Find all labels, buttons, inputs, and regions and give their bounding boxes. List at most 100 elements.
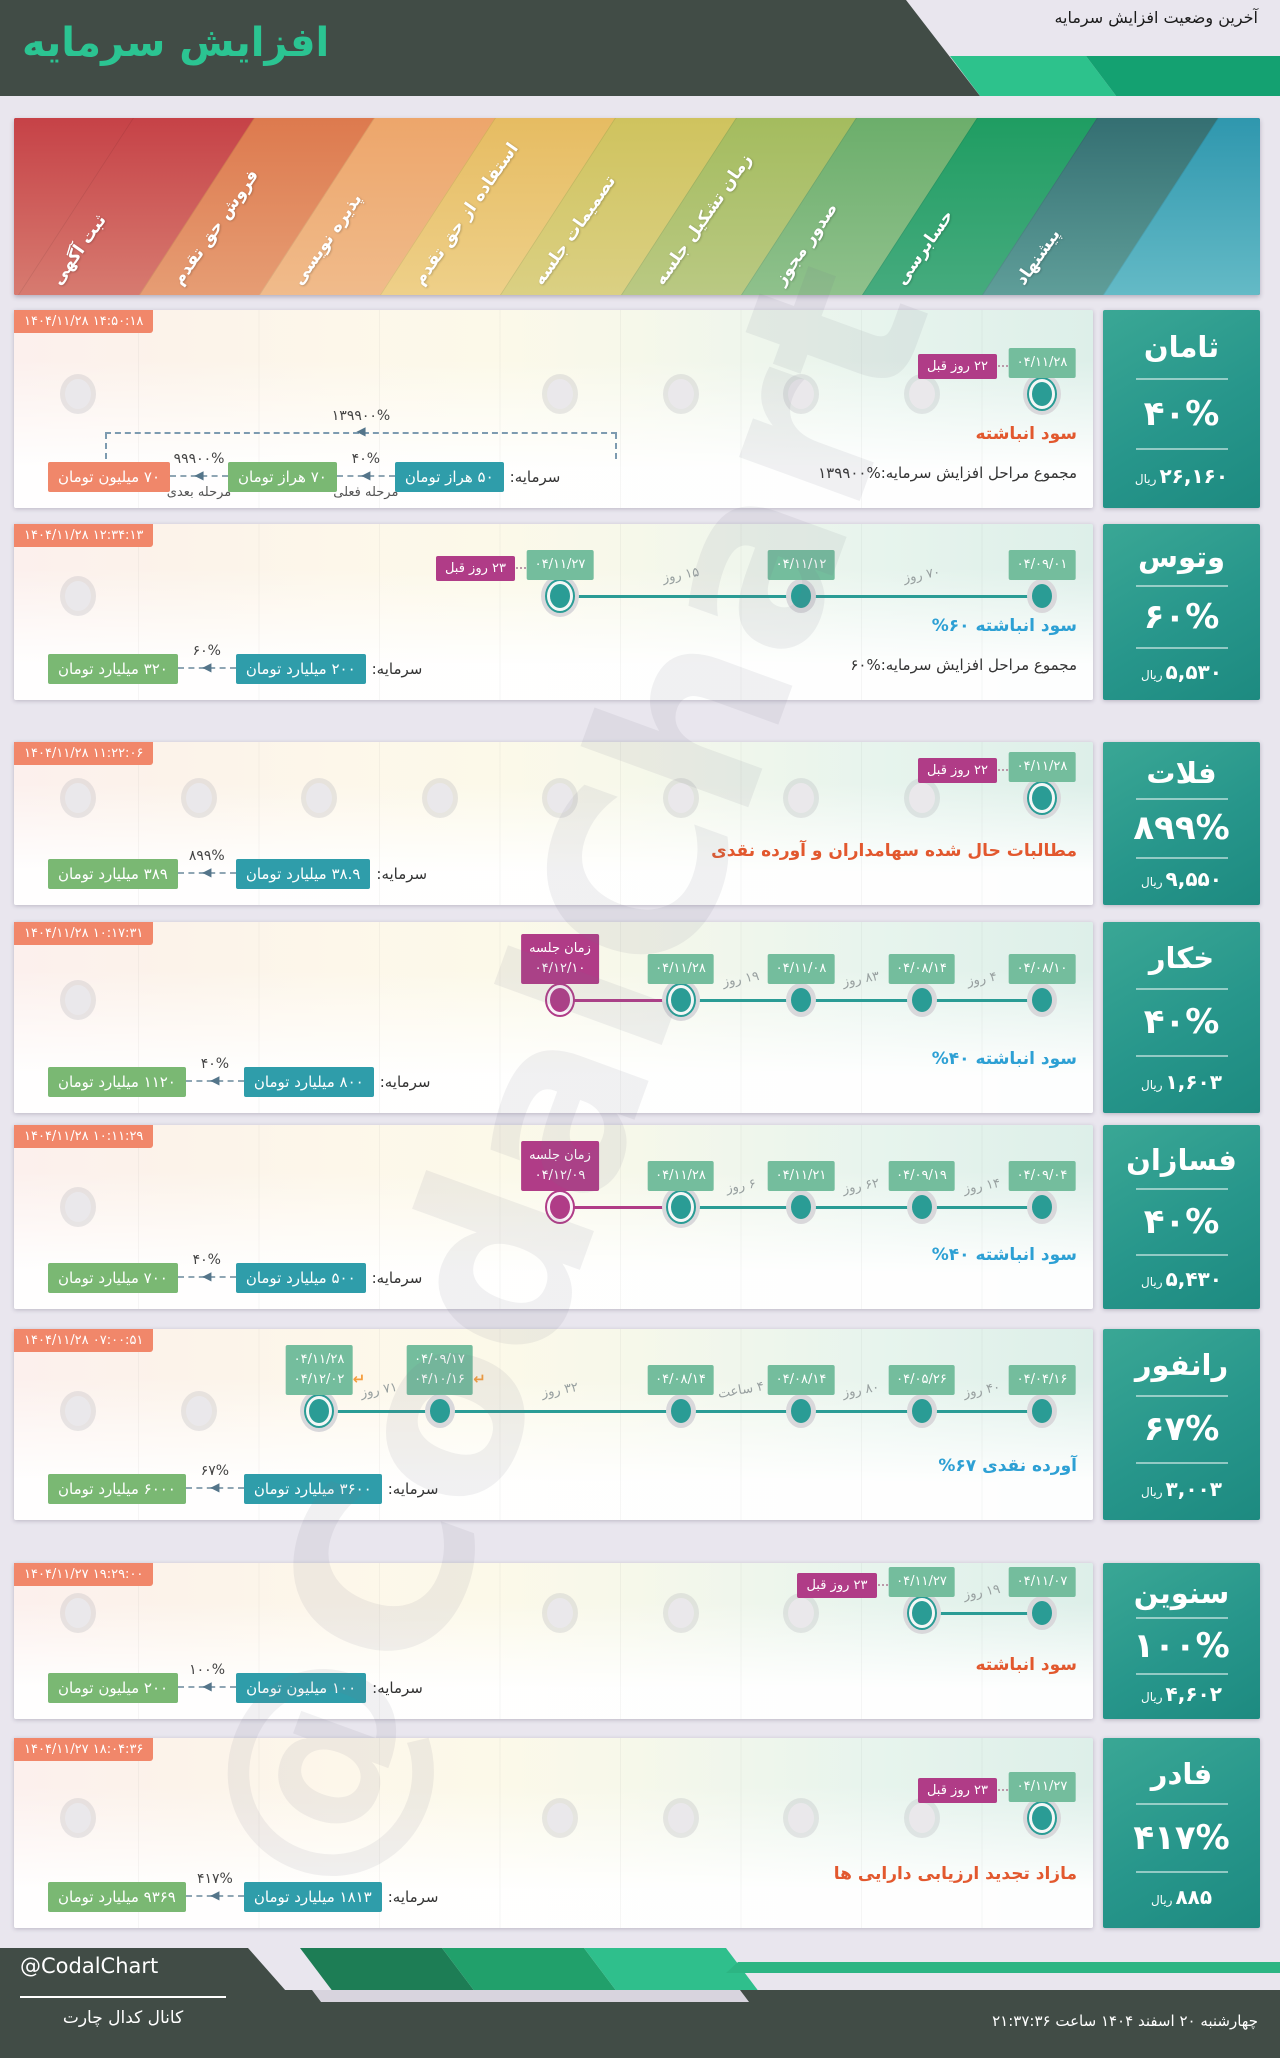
date-badge: ۰۴/۰۸/۱۰ [1008, 953, 1076, 984]
capital-start-badge: ۱۰۰ میلیون تومان [236, 1673, 367, 1703]
date-badge: ۰۴/۱۱/۲۸ [647, 953, 714, 984]
timeline-ghost-dot [65, 1598, 91, 1628]
timeline-card: ۱۴۰۴/۱۱/۲۸ ۱۲:۳۴:۱۳ %۶۰ سود انباشته مجمو… [14, 524, 1093, 700]
capital-step-badge: ۲۰۰ میلیون تومان [48, 1673, 179, 1703]
date-badge: ۰۴/۱۱/۰۷ [1008, 1566, 1076, 1597]
status-text: %۶۷ آورده نقدی [938, 1456, 1077, 1476]
route-drop-left [105, 433, 107, 459]
days-gap-label: ۴ ساعت [716, 1379, 765, 1402]
days-ago-badge: ۲۲ روز قبل [917, 354, 997, 379]
panel-divider [1135, 584, 1228, 587]
price-unit: ریال [1134, 472, 1157, 486]
timeline-ghost-dot [908, 783, 935, 813]
panel-divider [1135, 1870, 1228, 1873]
timeline-dot [670, 1399, 691, 1423]
timeline-line [680, 999, 1042, 1002]
timeline-dot [550, 584, 570, 608]
timeline-ghost-dot [65, 1396, 91, 1426]
date-badge: ۰۴/۰۹/۰۴ [1008, 1160, 1076, 1191]
header-green-shape-dark [1086, 56, 1280, 96]
tag-connector [998, 1789, 1008, 1791]
capital-start-badge: ۳۸.۹ میلیارد تومان [235, 859, 371, 889]
timeline-dot [791, 988, 811, 1012]
timeline-dot [911, 1601, 932, 1625]
chain-arrow: ۶۰% ◀ [177, 643, 236, 674]
company-panel: رانفور ۶۷% ۳,۰۰۳ ریال [1103, 1329, 1260, 1520]
stage-caption: مرحله فعلی [333, 485, 399, 500]
timeline-ghost-dot [908, 379, 935, 409]
status-text: %۴۰ سود انباشته [931, 1245, 1077, 1265]
date-badge: ۰۴/۱۱/۲۸ [1008, 751, 1076, 782]
company-price: ۱,۶۰۳ [1165, 1070, 1222, 1095]
price-unit: ریال [1141, 1078, 1163, 1093]
arrow-left-icon: ◀ [202, 1269, 212, 1283]
capital-chain: سرمایه: ۵۰ هراز تومان ۴۰% ◀ مرحله فعلی ۷۰ هر… [48, 451, 560, 500]
timeline-card: ۱۴۰۴/۱۱/۲۸ ۱۰:۱۷:۳۱ %۴۰ سود انباشته سرما… [14, 922, 1093, 1113]
footer-green-bar [726, 1962, 1280, 1973]
capital-step-badge: ۷۰ میلیون تومان [48, 462, 171, 492]
days-gap-label: ۷۱ روز [359, 1379, 399, 1402]
date-range-arrow-icon: ↵ [473, 1369, 486, 1388]
tag-connector [516, 567, 526, 569]
timeline-ghost-dot [65, 1803, 91, 1833]
days-gap-label: ۱۹ روز [721, 968, 761, 991]
header-subtitle: آخرین وضعیت افزایش سرمایه [1054, 8, 1258, 27]
timeline-ghost-dot [667, 1803, 694, 1833]
status-text: سود انباشته [975, 424, 1077, 444]
total-increase-text: مجموع مراحل افزایش سرمایه:%۶۰ [850, 656, 1077, 674]
tag-connector [877, 1584, 888, 1586]
chain-percent: ۹۹۹۰۰% [173, 451, 225, 467]
date-badge: ۰۴/۱۱/۰۸ [767, 953, 835, 984]
company-row: ۱۴۰۴/۱۱/۲۸ ۱۰:۱۷:۳۱ %۴۰ سود انباشته سرما… [14, 922, 1260, 1113]
arrow-left-icon: ◀ [202, 1679, 212, 1693]
company-row: ۱۴۰۴/۱۱/۲۷ ۱۹:۲۹:۰۰ سود انباشته سرمایه: ۱… [14, 1563, 1260, 1719]
chain-percent: ۴۰% [192, 1252, 221, 1268]
timeline-dot [670, 988, 691, 1012]
company-name: فسازان [1126, 1142, 1237, 1177]
date-badge: ۰۴/۰۹/۰۱ [1008, 549, 1076, 580]
route-drop-right [615, 433, 617, 459]
total-increase-text: مجموع مراحل افزایش سرمایه:%۱۳۹۹۰۰ [818, 464, 1077, 482]
capital-start-badge: ۵۰ هراز تومان [394, 462, 504, 492]
panel-divider [1135, 1673, 1228, 1675]
timeline-ghost-dot [65, 1192, 91, 1222]
timeline-card: ۱۴۰۴/۱۱/۲۸ ۱۱:۲۲:۰۶ مطالبات حال شده سهام… [14, 742, 1093, 905]
company-price-row: ۱,۶۰۳ ریال [1141, 1070, 1222, 1094]
days-gap-label: ۸۳ روز [841, 968, 881, 991]
capital-start-badge: ۱۸۱۳ میلیارد تومان [243, 1882, 382, 1912]
capital-start-badge: ۲۰۰ میلیارد تومان [235, 654, 366, 684]
capital-label: سرمایه: [376, 865, 428, 883]
panel-divider [1135, 1253, 1228, 1256]
timestamp-badge: ۱۴۰۴/۱۱/۲۸ ۱۱:۲۲:۰۶ [14, 742, 154, 765]
panel-divider [1135, 1394, 1228, 1397]
company-row: ۱۴۰۴/۱۱/۲۷ ۱۸:۰۴:۳۶ مازاد تجدید ارزیابی … [14, 1738, 1260, 1928]
timestamp-badge: ۱۴۰۴/۱۱/۲۷ ۱۹:۲۹:۰۰ [14, 1563, 154, 1586]
days-gap-label: ۳۲ روز [540, 1379, 580, 1402]
timestamp-badge: ۱۴۰۴/۱۱/۲۸ ۱۰:۱۷:۳۱ [14, 922, 154, 945]
date-range-arrow-icon: ↵ [352, 1369, 366, 1388]
chain-arrow: ۶۷% ◀ [185, 1463, 244, 1494]
price-unit: ریال [1141, 1690, 1163, 1704]
date-badge: ۰۴/۰۸/۱۴ [647, 1364, 714, 1395]
arrow-left-icon: ◀ [210, 1888, 220, 1902]
timeline-ghost-dot [788, 379, 814, 409]
capital-start-badge: ۵۰۰ میلیارد تومان [235, 1263, 366, 1293]
panel-divider [1135, 1462, 1228, 1465]
date-badge: ۰۴/۱۱/۲۸ [1008, 347, 1076, 378]
chain-arrow: ۴۱۷% ◀ [185, 1871, 244, 1902]
arrow-left-icon: ◀ [194, 468, 204, 482]
days-gap-label: ۴ روز [965, 969, 998, 990]
chain-percent: ۶۷% [200, 1463, 230, 1479]
company-price: ۵,۴۳۰ [1165, 1267, 1222, 1292]
panel-divider [1135, 448, 1228, 450]
timeline-dot [1032, 584, 1052, 608]
timeline-ghost-dot [667, 379, 694, 409]
company-price: ۲۶,۱۶۰ [1159, 464, 1229, 488]
total-route-line: ۱۳۹۹۰۰% ◀ [105, 408, 617, 459]
panel-divider [1135, 798, 1228, 801]
date-badge: ۰۴/۰۵/۲۶ [888, 1364, 955, 1395]
timeline-ghost-dot [788, 1803, 814, 1833]
company-name: فادر [1150, 1756, 1213, 1791]
capital-label: سرمایه: [372, 1679, 423, 1697]
chain-arrow: ۴۰% ◀ [185, 1056, 244, 1087]
